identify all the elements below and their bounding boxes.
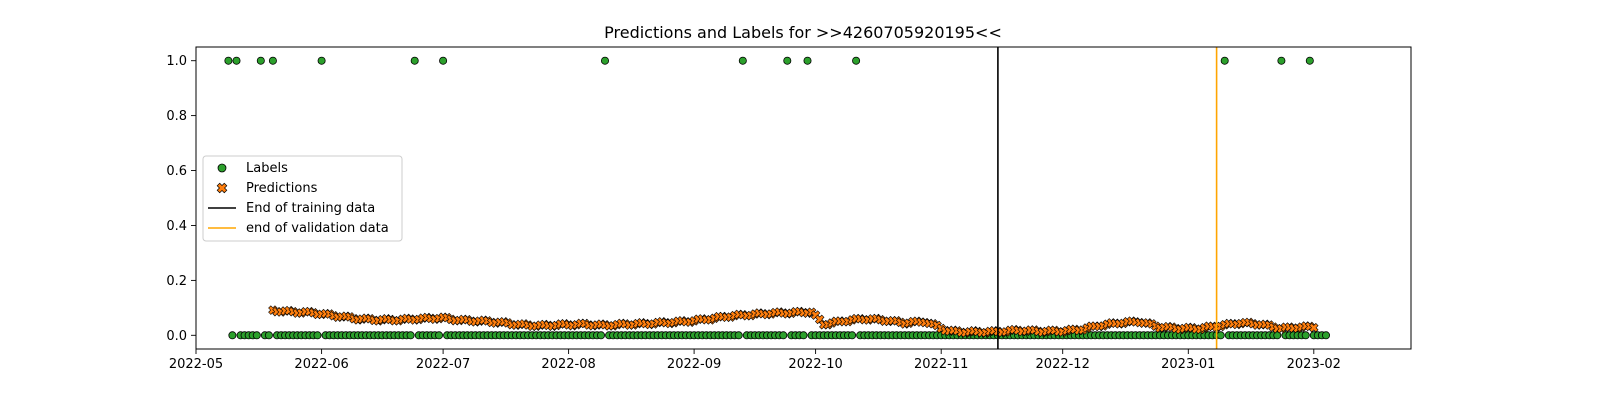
y-tick-label: 0.8 [166,109,187,124]
label-point [848,331,857,340]
label-point [252,331,261,340]
legend-predictions-marker [216,182,228,194]
x-tick-label: 2022-08 [541,357,595,372]
label-point [597,331,606,340]
legend-training-text: End of training data [246,201,375,216]
legend-box [202,155,403,242]
y-tick-label: 1.0 [166,54,187,69]
legend-labels-text: Labels [246,161,288,176]
label-point [439,56,448,65]
label-point [1216,331,1225,340]
label-point [799,331,808,340]
y-tick-label: 0.6 [166,164,187,179]
label-point [434,331,443,340]
label-point [224,56,233,65]
label-point [256,56,265,65]
legend-predictions-text: Predictions [246,181,318,196]
chart-title: Predictions and Labels for >>42607059201… [604,23,1002,42]
label-point [268,56,277,65]
label-point [317,56,326,65]
legend: Labels Predictions End of training data … [202,155,403,242]
label-point [1277,56,1286,65]
label-point [1220,56,1229,65]
x-tick-label: 2023-01 [1161,357,1215,372]
label-point [734,331,743,340]
y-tick-label: 0.4 [166,219,187,234]
label-point [779,331,788,340]
plot-area [224,47,1331,349]
label-point [228,331,237,340]
label-point [852,56,861,65]
legend-labels-marker [217,163,227,173]
x-tick-label: 2022-06 [294,357,348,372]
x-tick-label: 2022-09 [667,357,721,372]
label-point [406,331,415,340]
label-point [1273,331,1282,340]
prediction-point [1309,322,1319,333]
label-point [313,331,322,340]
label-point [783,56,792,65]
axes: 2022-05 2022-06 2022-07 2022-08 2022-09 2022-… [166,54,1341,372]
plot-frame [195,46,1412,350]
label-point [1305,56,1314,65]
y-tick-label: 0.2 [166,274,187,289]
x-tick-label: 2022-10 [788,357,842,372]
x-tick-label: 2022-05 [169,357,223,372]
label-point [601,56,610,65]
x-tick-label: 2022-11 [914,357,968,372]
x-tick-label: 2022-12 [1036,357,1090,372]
label-point [803,56,812,65]
legend-validation-text: end of validation data [246,221,389,236]
label-point [264,331,273,340]
x-tick-label: 2023-02 [1287,357,1341,372]
x-tick-label: 2022-07 [416,357,470,372]
y-tick-label: 0.0 [166,329,187,344]
label-point [410,56,419,65]
label-point [1322,331,1331,340]
label-point [232,56,241,65]
label-point [1301,331,1310,340]
label-point [738,56,747,65]
